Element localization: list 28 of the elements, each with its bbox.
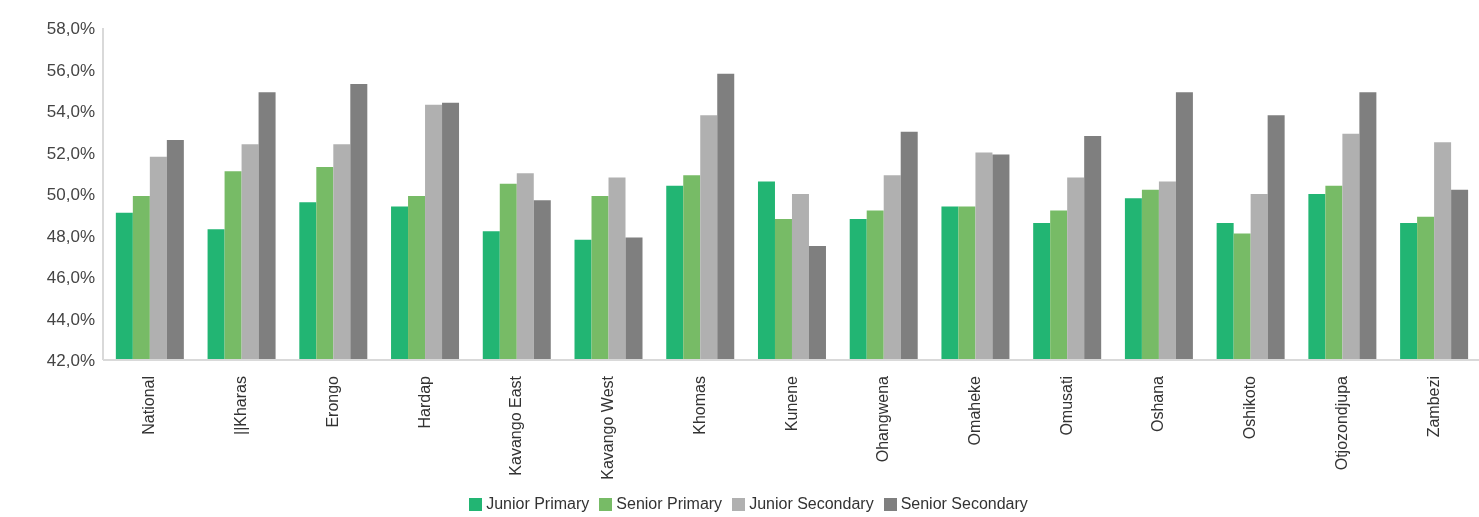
x-tick-label: Erongo: [323, 375, 341, 428]
x-tick-label: Zambezi: [1424, 376, 1442, 438]
x-tick-label: Omaheke: [965, 375, 983, 446]
x-tick-label: Oshikoto: [1241, 375, 1259, 440]
y-tick-label: 58,0%: [46, 19, 95, 39]
x-tick-label: Kavango East: [507, 375, 525, 476]
x-tick-label: Kunene: [782, 375, 800, 432]
legend-label: Senior Primary: [616, 495, 723, 512]
x-tick-label: National: [140, 376, 158, 435]
legend-label: Junior Secondary: [749, 495, 874, 512]
x-tick-label: Ohangwena: [874, 375, 892, 463]
y-tick-label: 42,0%: [46, 351, 95, 371]
y-tick-label: 44,0%: [46, 309, 95, 329]
x-tick-label: ||Kharas: [232, 376, 250, 436]
x-tick-label: Otjozondjupa: [1332, 375, 1350, 471]
y-tick-label: 52,0%: [46, 143, 95, 163]
x-tick-label: Khomas: [690, 376, 708, 435]
y-tick-label: 48,0%: [46, 226, 95, 246]
y-tick-label: 46,0%: [46, 268, 95, 288]
y-tick-label: 50,0%: [46, 185, 95, 205]
y-tick-label: 54,0%: [46, 102, 95, 122]
legend-label: Junior Primary: [486, 495, 590, 512]
x-tick-label: Omusati: [1057, 376, 1075, 436]
x-tick-label: Hardap: [415, 375, 433, 429]
x-tick-label: Kavango West: [599, 375, 617, 480]
y-tick-label: 56,0%: [46, 60, 95, 80]
legend-label: Senior Secondary: [900, 495, 1028, 512]
x-tick-label: Oshana: [1149, 375, 1167, 433]
